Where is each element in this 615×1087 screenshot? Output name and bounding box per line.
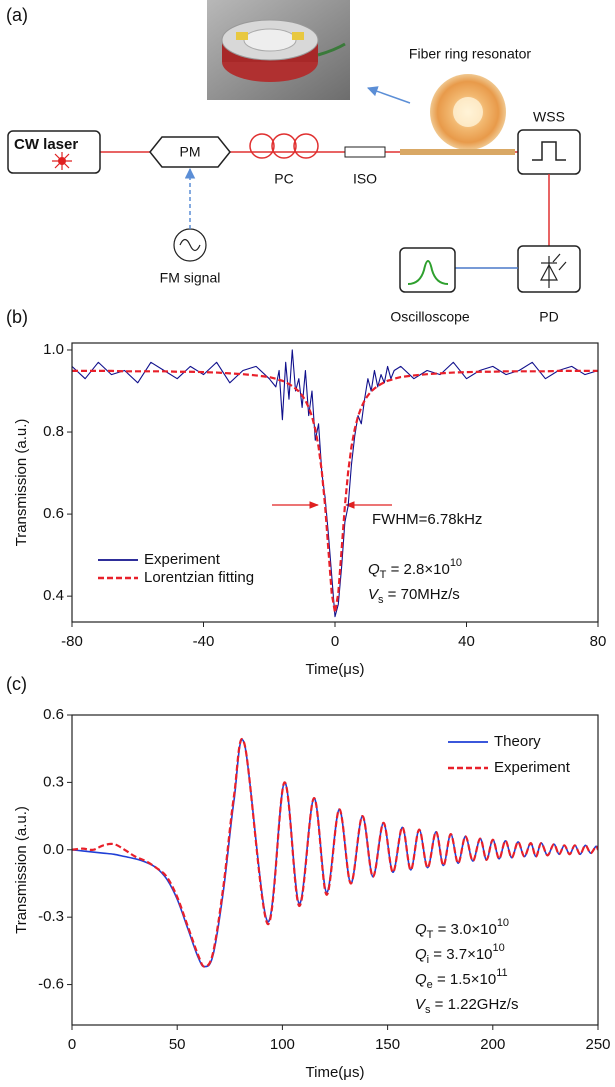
- x-tick-label: 80: [590, 633, 607, 650]
- x-tick-label: -40: [193, 633, 215, 650]
- annotation-symbol: Q: [368, 561, 380, 578]
- x-axis-label: Time(μs): [306, 661, 365, 678]
- y-tick-label: 0.6: [43, 505, 64, 522]
- polarization-controller: [249, 133, 319, 159]
- x-tick-label: 250: [585, 1036, 610, 1053]
- annotation-superscript: 11: [496, 967, 507, 979]
- x-tick-label: 150: [375, 1036, 400, 1053]
- series-line: [72, 349, 598, 618]
- series-line: [72, 738, 598, 968]
- panel-label: (c): [6, 674, 27, 694]
- x-tick-label: 40: [458, 633, 475, 650]
- panel-label: (a): [6, 5, 28, 25]
- annotation-subscript: s: [378, 594, 384, 606]
- annotation-symbol: V: [415, 996, 427, 1013]
- fwhm-label: FWHM=6.78kHz: [372, 511, 482, 528]
- plot-frame: [71, 342, 599, 623]
- annotation-subscript: e: [427, 979, 433, 991]
- arrow: [367, 86, 411, 104]
- annotation: Vs = 1.22GHz/s: [415, 996, 518, 1016]
- annotation: QT = 2.8×1010: [368, 557, 462, 581]
- wss-box: [517, 129, 581, 175]
- x-tick-label: 100: [270, 1036, 295, 1053]
- annotation-superscript: 10: [497, 917, 509, 929]
- annotation-text: = 1.22GHz/s: [431, 996, 519, 1013]
- annotation-text: = 3.7×10: [429, 946, 492, 963]
- annotation: Vs = 70MHz/s: [368, 586, 460, 606]
- y-tick-label: -0.6: [38, 976, 64, 993]
- x-tick-label: 200: [480, 1036, 505, 1053]
- y-axis-label: Transmission (a.u.): [13, 806, 30, 934]
- annotation-text: = 3.0×10: [433, 921, 496, 938]
- annotation-subscript: s: [425, 1004, 431, 1016]
- y-tick-label: 0.6: [43, 706, 64, 723]
- x-tick-label: -80: [61, 633, 83, 650]
- label: WSS: [533, 109, 565, 125]
- isolator: [344, 146, 386, 158]
- photodiode-icon: [540, 253, 567, 288]
- annotation-symbol: Q: [415, 946, 427, 963]
- x-axis-label: Time(μs): [306, 1064, 365, 1081]
- legend-label: Experiment: [144, 551, 221, 568]
- y-tick-label: 0.4: [43, 587, 64, 604]
- y-tick-label: 0.3: [43, 773, 64, 790]
- x-tick-label: 0: [331, 633, 339, 650]
- taper: [400, 149, 515, 155]
- y-tick-label: -0.3: [38, 908, 64, 925]
- annotation: Qi = 3.7×1010: [415, 942, 505, 966]
- label: PD: [539, 309, 558, 325]
- y-tick-label: 0.8: [43, 423, 64, 440]
- annotation: QT = 3.0×1010: [415, 917, 509, 941]
- label: FM signal: [160, 270, 221, 286]
- pm-box: [149, 136, 231, 168]
- annotation-symbol: Q: [415, 971, 427, 988]
- annotation-subscript: i: [427, 954, 429, 966]
- annotation-text: = 2.8×10: [386, 561, 449, 578]
- annotation-symbol: V: [368, 586, 380, 603]
- label: CW laser: [14, 136, 78, 153]
- annotation-superscript: 10: [450, 557, 462, 569]
- y-tick-label: 0.0: [43, 841, 64, 858]
- legend-label: Experiment: [494, 759, 571, 776]
- series-line: [72, 369, 598, 614]
- annotation-subscript: T: [380, 569, 387, 581]
- y-axis-label: Transmission (a.u.): [13, 419, 30, 547]
- label: PC: [274, 171, 293, 187]
- x-tick-label: 0: [68, 1036, 76, 1053]
- scope-box: [399, 247, 456, 293]
- annotation-text: = 70MHz/s: [384, 586, 460, 603]
- setup-diagram: Fiber ring resonator CW laser PM PC ISO …: [7, 0, 581, 325]
- annotation-superscript: 10: [493, 942, 505, 954]
- label: Fiber ring resonator: [409, 46, 532, 62]
- annotation: Qe = 1.5×1011: [415, 967, 508, 991]
- label: ISO: [353, 171, 377, 187]
- annotation-subscript: T: [427, 929, 434, 941]
- laser-box: [7, 130, 101, 174]
- legend-label: Lorentzian fitting: [144, 569, 254, 586]
- legend-label: Theory: [494, 733, 541, 750]
- y-tick-label: 1.0: [43, 341, 64, 358]
- label: Oscilloscope: [390, 309, 470, 325]
- annotation-text: = 1.5×10: [433, 971, 496, 988]
- panel-label: (b): [6, 307, 28, 327]
- x-tick-label: 50: [169, 1036, 186, 1053]
- photo-device: [221, 19, 346, 82]
- annotation-symbol: Q: [415, 921, 427, 938]
- label: PM: [180, 144, 201, 160]
- plot-frame: [71, 714, 599, 1026]
